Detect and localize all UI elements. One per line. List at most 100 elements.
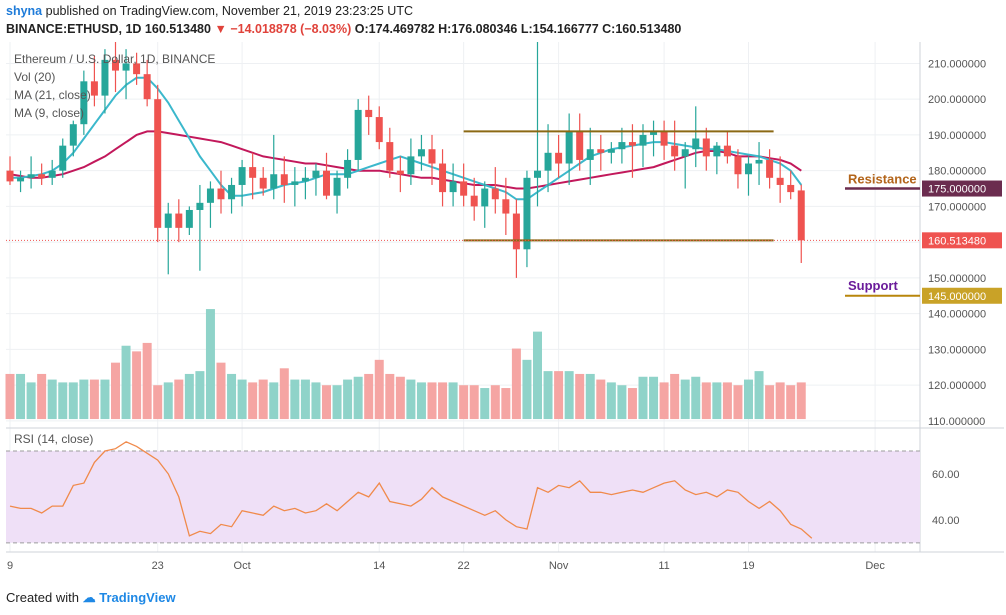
volume-bar [47,379,57,420]
legend-ma21[interactable]: MA (21, close) [14,88,91,102]
volume-bar [596,379,606,420]
candle-body [745,163,752,175]
candle-body [639,134,647,146]
resistance-price-tag-bg [922,180,1002,197]
volume-bar [438,382,448,420]
candle-body [766,159,774,178]
candle-body [312,170,320,178]
candle-body [217,188,225,200]
candle-body [555,152,563,164]
candle-body [407,156,415,175]
volume-bar [796,382,806,420]
price-tick-label: 180.000000 [928,166,986,178]
candle-body [734,156,742,175]
candle-body [143,74,151,100]
volume-bar [691,376,701,420]
candle-body [396,170,404,175]
volume-bar [121,345,131,420]
legend-ma9[interactable]: MA (9, close) [14,106,85,120]
candle-body [69,124,77,146]
volume-bar [300,379,310,420]
volume-bar [733,385,743,420]
candle-body [291,181,299,185]
candlesticks [6,42,805,278]
price-tick-label: 150.000000 [928,273,986,285]
candle-body [723,145,731,157]
trend-lines: Resistance Support [6,130,920,297]
legend-vol[interactable]: Vol (20) [14,70,56,84]
candle-body [38,174,46,178]
candle-body [417,149,425,157]
candle-body [354,109,362,160]
volume-bar [490,385,500,420]
candle-body [565,131,573,164]
candle-body [59,145,67,171]
candle-body [544,152,552,171]
candle-body [122,63,130,71]
volume-bar [744,379,753,420]
volume-bar [427,382,437,420]
volume-bar [575,373,585,420]
volume-bar [58,382,68,420]
candle-body [628,142,636,146]
volume-bar [627,388,637,420]
volume-bar [469,385,479,420]
volume-bar [163,382,173,420]
volume-bar [374,359,384,420]
footer: Created with ☁ TradingView [6,590,176,606]
price-tick-label: 110.000000 [928,416,985,428]
candle-body [386,142,394,171]
candle-body [776,177,784,185]
candle-body [692,138,700,150]
candle-body [428,149,436,164]
candle-body [449,181,457,193]
created-with-text: Created with [6,590,79,605]
candle-body [797,190,805,241]
candle-body [650,131,658,135]
volume-bar [765,385,775,420]
volume-bar [353,376,363,420]
volume-bar [448,382,458,420]
volume-bar [416,382,426,420]
volume-bar [142,342,152,420]
legend-rsi[interactable]: RSI (14, close) [14,432,94,446]
rsi-tick-label: 60.00 [932,469,960,481]
symbol: BINANCE:ETHUSD, 1D [6,22,142,36]
last-price-tag-bg [922,232,1002,249]
price-tick-label: 210.000000 [928,58,986,70]
rsi-tick-label: 40.00 [932,515,960,527]
candle-body [502,199,510,214]
volume-bar [37,373,47,420]
support-price-tag-bg [922,287,1002,304]
candle-body [206,188,214,203]
candle-body [238,167,246,185]
ma9-line [10,76,803,201]
time-tick-label: 19 [742,560,754,572]
tradingview-logo-icon[interactable]: ☁ [82,590,96,605]
volume-bar [659,382,669,420]
candle-body [660,131,668,146]
candle-body [101,59,109,96]
candle-body [439,163,447,193]
volume-bar [322,385,331,420]
candle-body [618,142,626,150]
candle-body [301,177,309,182]
time-tick-label: 22 [458,560,470,572]
author-name[interactable]: shyna [6,4,43,18]
volume-bar [100,379,110,420]
volume-bar [26,382,36,420]
tradingview-brand[interactable]: TradingView [99,590,176,605]
time-tick-label: Nov [549,560,569,572]
price-tick-label: 200.000000 [928,94,986,106]
volume-bar [237,379,247,420]
volume-bar [775,382,785,420]
candle-body [175,213,183,228]
candle-body [576,131,584,160]
candle-body [6,170,14,182]
candle-body [597,149,605,153]
symbol-info: BINANCE:ETHUSD, 1D 160.513480 ▼ −14.0188… [6,22,681,36]
candle-body [80,81,88,125]
volume-bar [205,309,215,420]
volume-bar [79,379,89,420]
